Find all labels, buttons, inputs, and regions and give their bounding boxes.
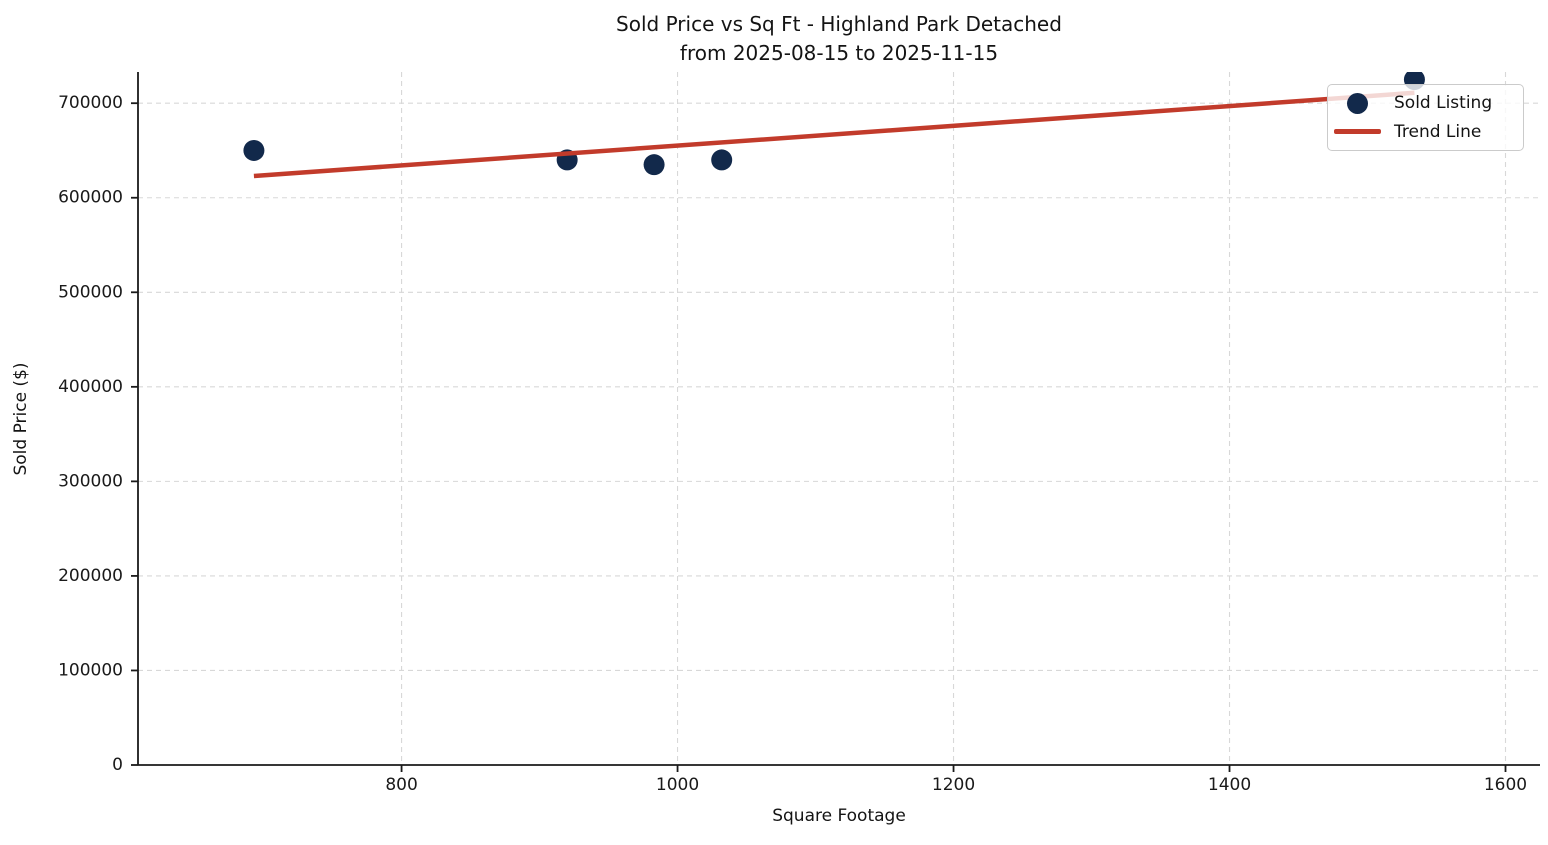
y-axis-tick-label: 0: [112, 755, 123, 775]
y-axis-tick-label: 600000: [58, 188, 123, 208]
legend-marker-cell: [1334, 92, 1381, 114]
y-axis-tick-label: 700000: [58, 93, 123, 113]
y-axis-tick-label: 400000: [58, 377, 123, 397]
x-axis-tick-label: 1200: [932, 775, 975, 795]
y-axis-tick-label: 200000: [58, 566, 123, 586]
y-axis-tick-label: 300000: [58, 471, 123, 491]
legend-label-sold-listing: Sold Listing: [1394, 93, 1493, 114]
y-axis-label: Sold Price ($): [11, 362, 31, 476]
legend-item-trend-line: Trend Line: [1334, 118, 1515, 146]
x-axis-tick-label: 800: [385, 775, 417, 795]
trend-line: [253, 90, 1415, 179]
chart-title: Sold Price vs Sq Ft - Highland Park Deta…: [138, 10, 1540, 68]
y-axis-tick-label: 100000: [58, 660, 123, 680]
x-axis-label: Square Footage: [772, 806, 906, 826]
legend: Sold Listing Trend Line: [1327, 84, 1524, 151]
trend-line-swatch-icon: [1334, 129, 1381, 135]
legend-marker-cell: [1334, 129, 1381, 135]
x-axis-tick-label: 1600: [1484, 775, 1527, 795]
data-point: [711, 149, 733, 171]
y-axis-tick-label: 500000: [58, 282, 123, 302]
legend-label-trend-line: Trend Line: [1394, 121, 1482, 142]
data-point: [243, 139, 265, 161]
x-axis-tick-label: 1000: [656, 775, 699, 795]
data-layer: [243, 72, 1425, 179]
chart-title-line1: Sold Price vs Sq Ft - Highland Park Deta…: [616, 12, 1062, 36]
chart-title-line2: from 2025-08-15 to 2025-11-15: [679, 41, 999, 65]
legend-item-sold-listing: Sold Listing: [1334, 89, 1515, 117]
x-axis-tick-label: 1400: [1208, 775, 1251, 795]
sold-listing-dot-icon: [1347, 92, 1368, 114]
data-point: [643, 154, 665, 176]
